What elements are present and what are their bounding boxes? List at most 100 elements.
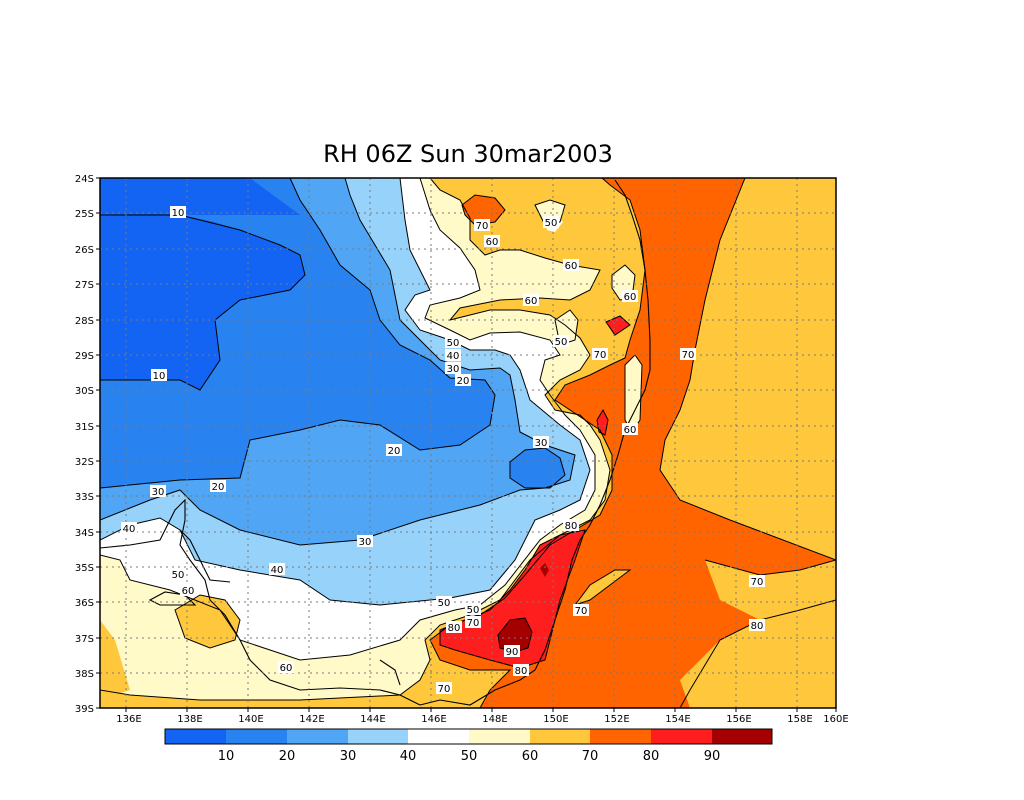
lat-tick-label: 29S (75, 351, 94, 362)
lon-tick-label: 148E (482, 714, 507, 725)
svg-text:60: 60 (182, 586, 195, 597)
svg-text:70: 70 (682, 350, 695, 361)
region-above-90 (540, 563, 549, 577)
colorbar-label: 50 (461, 749, 478, 764)
lon-tick-label: 156E (726, 714, 751, 725)
lat-tick-label: 24S (75, 174, 94, 185)
contour-label: 50 (553, 335, 569, 348)
contour-label: 60 (563, 259, 579, 272)
region-10-20 (510, 448, 565, 488)
contour-label: 20 (455, 374, 471, 387)
lat-tick-label: 30S (75, 386, 94, 397)
svg-text:50: 50 (447, 338, 460, 349)
contour-label: 60 (622, 423, 638, 436)
svg-text:70: 70 (467, 618, 480, 629)
lat-tick-label: 37S (75, 634, 94, 645)
svg-text:20: 20 (212, 482, 225, 493)
contour-label: 60 (523, 294, 539, 307)
plot-frame (99, 177, 837, 709)
svg-text:30: 30 (535, 438, 548, 449)
lat-tick-label: 26S (75, 245, 94, 256)
contour-label: 80 (446, 621, 462, 634)
svg-text:80: 80 (515, 666, 528, 677)
colorbar-label: 70 (582, 749, 599, 764)
colorbar: 10 20 30 40 50 60 70 80 90 (164, 728, 773, 764)
contour-label: 70 (436, 682, 452, 695)
region-60-70 (175, 595, 240, 648)
contour-label: 10 (170, 206, 186, 219)
colorbar-swatch (590, 729, 651, 744)
colorbar-swatch (348, 729, 408, 744)
lon-tick-label: 142E (299, 714, 324, 725)
svg-text:70: 70 (438, 684, 451, 695)
colorbar-swatch (165, 729, 226, 744)
contour-label: 30 (533, 436, 549, 449)
colorbar-label: 60 (522, 749, 539, 764)
lon-tick-label: 146E (421, 714, 446, 725)
colorbar-swatch (287, 729, 348, 744)
svg-text:60: 60 (565, 261, 578, 272)
region-above-90 (498, 618, 532, 652)
contour-label: 60 (180, 584, 196, 597)
lon-tick-label: 152E (604, 714, 629, 725)
colorbar-label: 20 (279, 749, 296, 764)
svg-text:50: 50 (467, 605, 480, 616)
region-60-70 (575, 570, 630, 605)
contour-label: 50 (445, 336, 461, 349)
svg-text:20: 20 (388, 446, 401, 457)
lat-tick-label: 32S (75, 457, 94, 468)
colorbar-label: 40 (400, 749, 417, 764)
svg-text:50: 50 (555, 337, 568, 348)
contour-label: 70 (592, 348, 608, 361)
contour-label: 60 (278, 661, 294, 674)
contour-label: 70 (680, 348, 696, 361)
region-60-70 (100, 620, 130, 700)
gridlines (100, 178, 836, 708)
lon-tick-label: 136E (116, 714, 141, 725)
colorbar-frame (164, 728, 773, 745)
svg-text:80: 80 (751, 621, 764, 632)
svg-text:10: 10 (153, 371, 166, 382)
colorbar-swatch (226, 729, 287, 744)
svg-text:70: 70 (751, 577, 764, 588)
lat-tick-label: 28S (75, 316, 94, 327)
contour-label: 70 (749, 575, 765, 588)
lat-tick-label: 38S (75, 669, 94, 680)
svg-text:60: 60 (525, 296, 538, 307)
lon-tick-label: 158E (787, 714, 812, 725)
svg-text:60: 60 (624, 425, 637, 436)
region-80-90 (440, 530, 585, 668)
contour-label: 40 (121, 522, 137, 535)
svg-text:10: 10 (172, 208, 185, 219)
svg-text:60: 60 (486, 237, 499, 248)
svg-text:20: 20 (457, 376, 470, 387)
region-60-70 (705, 560, 836, 620)
contour-label: 40 (445, 349, 461, 362)
contour-label: 40 (269, 563, 285, 576)
svg-text:40: 40 (123, 524, 136, 535)
contour-label: 90 (504, 645, 520, 658)
svg-text:60: 60 (624, 292, 637, 303)
contour-label: 20 (386, 444, 402, 457)
lat-tick-label: 31S (75, 422, 94, 433)
lon-tick-label: 140E (238, 714, 263, 725)
contour-label: 80 (749, 619, 765, 632)
lat-tick-label: 27S (75, 280, 94, 291)
lat-tick-label: 35S (75, 563, 94, 574)
coastline (100, 179, 651, 706)
contour-label: 70 (573, 604, 589, 617)
lon-tick-label: 138E (177, 714, 202, 725)
lat-tick-label: 36S (75, 598, 94, 609)
longitude-axis: 136E 138E 140E 142E 144E 146E 148E 150E … (116, 708, 849, 725)
lat-tick-label: 34S (75, 528, 94, 539)
svg-text:40: 40 (447, 351, 460, 362)
svg-text:70: 70 (594, 350, 607, 361)
svg-text:90: 90 (506, 647, 519, 658)
contour-lines (100, 178, 836, 708)
contour-label: 60 (484, 235, 500, 248)
contour-label: 50 (436, 596, 452, 609)
contour-label: 50 (543, 216, 559, 229)
contour-label: 60 (622, 290, 638, 303)
lon-tick-label: 154E (665, 714, 690, 725)
